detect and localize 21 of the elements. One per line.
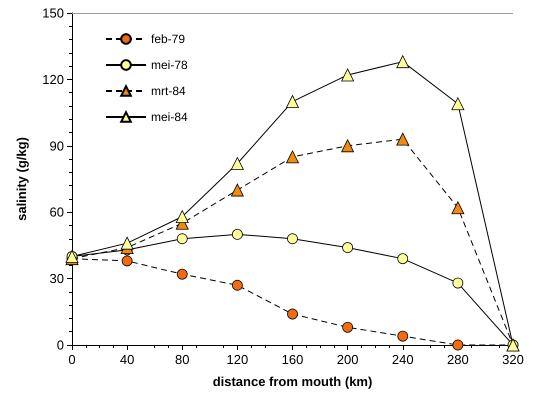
x-tick-label: 160 <box>282 352 304 367</box>
legend-label: mei-78 <box>151 58 188 72</box>
x-tick-label: 120 <box>226 352 248 367</box>
x-axis-title: distance from mouth (km) <box>212 374 372 389</box>
y-tick-label: 60 <box>50 204 64 220</box>
x-tick-label: 80 <box>175 352 190 367</box>
legend-label: feb-79 <box>151 32 186 46</box>
x-tick-label: 200 <box>336 352 358 367</box>
legend-label: mei-84 <box>151 110 188 124</box>
y-tick-label: 0 <box>56 338 64 352</box>
y-tick-label: 30 <box>50 271 64 286</box>
legend-label: mrt-84 <box>151 84 186 98</box>
y-axis-title: salinity (g/kg) <box>14 137 29 221</box>
x-tick-label: 240 <box>392 352 414 367</box>
x-tick-label: 40 <box>120 352 134 367</box>
y-tick-label: 120 <box>42 72 64 87</box>
y-tick-label: 150 <box>42 6 64 20</box>
x-tick-label: 0 <box>68 352 76 367</box>
x-tick-label: 320 <box>502 352 524 367</box>
y-tick-label: 90 <box>50 138 64 154</box>
x-tick-label: 280 <box>447 352 469 367</box>
